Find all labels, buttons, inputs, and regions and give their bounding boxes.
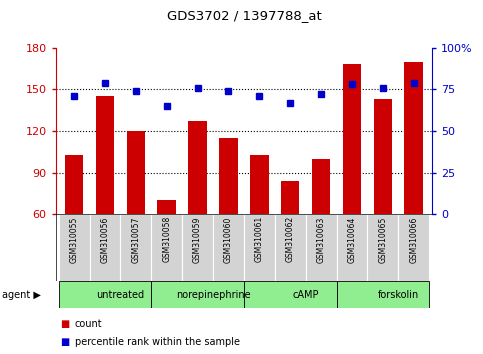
Bar [151,281,244,308]
Text: GSM310057: GSM310057 [131,216,141,263]
Text: GSM310063: GSM310063 [317,216,326,263]
Bar [398,214,429,281]
Text: GSM310061: GSM310061 [255,216,264,262]
Text: agent ▶: agent ▶ [2,290,41,300]
Text: GSM310064: GSM310064 [347,216,356,263]
Bar [182,214,213,281]
Bar [96,96,114,297]
Bar [127,131,145,297]
Text: cAMP: cAMP [292,290,319,300]
Bar [244,214,275,281]
Bar [213,214,244,281]
Bar [368,214,398,281]
Bar [281,181,299,297]
Bar [306,214,337,281]
Text: GSM310062: GSM310062 [286,216,295,262]
Text: GSM310066: GSM310066 [409,216,418,263]
Text: GDS3702 / 1397788_at: GDS3702 / 1397788_at [167,10,321,22]
Bar [275,214,306,281]
Text: count: count [75,319,102,329]
Text: GSM310060: GSM310060 [224,216,233,263]
Bar [65,155,84,297]
Text: percentile rank within the sample: percentile rank within the sample [75,337,240,347]
Bar [157,200,176,297]
Bar [120,214,151,281]
Bar [250,155,269,297]
Text: GSM310059: GSM310059 [193,216,202,263]
Bar [404,62,423,297]
Text: GSM310056: GSM310056 [100,216,110,263]
Text: GSM310065: GSM310065 [378,216,387,263]
Bar [337,214,368,281]
Text: GSM310058: GSM310058 [162,216,171,262]
Text: forskolin: forskolin [378,290,419,300]
Bar [58,214,89,281]
Bar [244,281,337,308]
Bar [337,281,429,308]
Text: ■: ■ [60,337,70,347]
Bar [374,99,392,297]
Text: untreated: untreated [96,290,144,300]
Bar [343,64,361,297]
Text: ■: ■ [60,319,70,329]
Bar [219,138,238,297]
Bar [58,281,151,308]
Text: norepinephrine: norepinephrine [176,290,250,300]
Text: GSM310055: GSM310055 [70,216,79,263]
Bar [312,159,330,297]
Bar [188,121,207,297]
Bar [89,214,120,281]
Bar [151,214,182,281]
